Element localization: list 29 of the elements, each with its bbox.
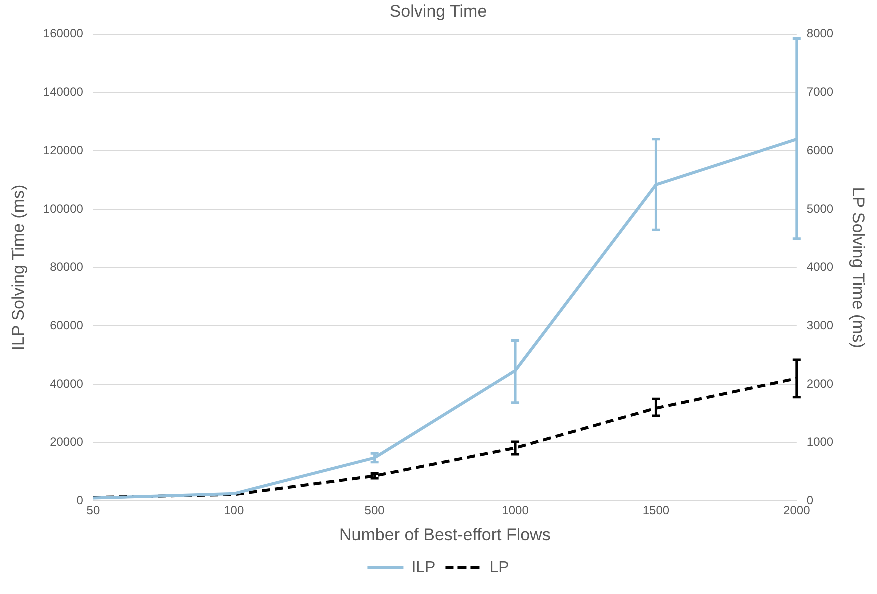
y2-axis-title: LP Solving Time (ms) <box>849 187 868 348</box>
y-tick-label: 20000 <box>50 435 84 450</box>
x-tick-label: 1000 <box>502 504 530 518</box>
chart-title: Solving Time <box>390 2 488 21</box>
y2-tick-label: 1000 <box>806 435 834 450</box>
x-axis-title: Number of Best-effort Flows <box>340 525 551 544</box>
y-tick-label: 80000 <box>50 260 84 274</box>
y-tick-label: 160000 <box>43 26 84 41</box>
y-tick-label: 40000 <box>50 376 84 391</box>
x-tick-label: 100 <box>224 504 244 518</box>
x-tick-label: 1500 <box>642 504 670 518</box>
y2-tick-label: 2000 <box>806 376 834 391</box>
y-tick-label: 140000 <box>43 85 84 100</box>
y-axis-title: ILP Solving Time (ms) <box>8 184 28 351</box>
x-tick-label: 2000 <box>784 504 811 518</box>
legend-label: ILP <box>412 559 436 576</box>
x-tick-label: 50 <box>86 504 100 518</box>
y-tick-label: 100000 <box>43 202 84 216</box>
y2-tick-label: 6000 <box>806 143 834 158</box>
y-tick-label: 60000 <box>50 318 84 332</box>
legend-label: LP <box>490 559 510 576</box>
y2-tick-label: 8000 <box>806 26 834 41</box>
y-tick-label: 0 <box>76 494 84 508</box>
y2-tick-label: 7000 <box>806 85 834 100</box>
x-tick-label: 500 <box>364 504 386 518</box>
y2-tick-label: 5000 <box>806 202 834 216</box>
y2-tick-label: 4000 <box>806 260 834 274</box>
y-tick-label: 120000 <box>43 143 84 158</box>
y2-tick-label: 3000 <box>806 318 834 332</box>
